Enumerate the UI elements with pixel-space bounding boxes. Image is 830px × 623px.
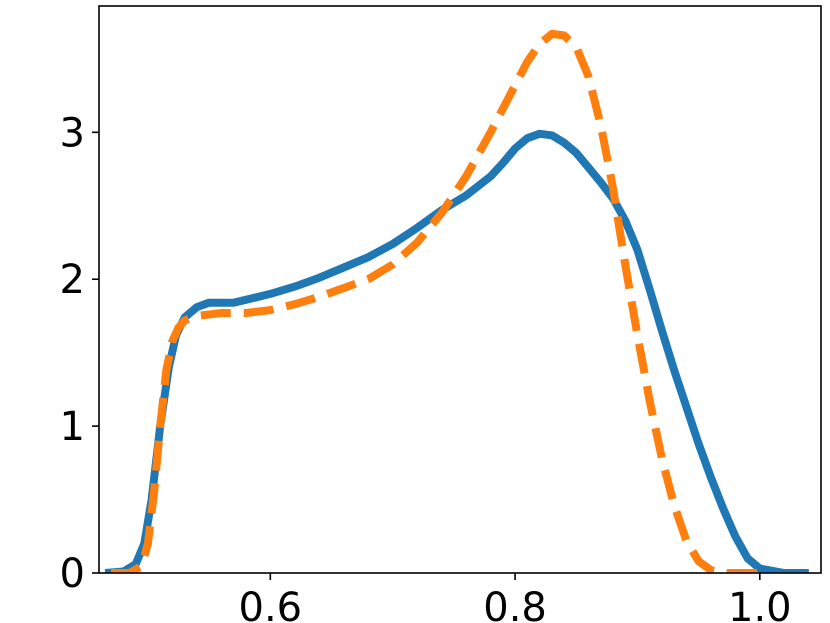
x-axis: 0.6 0.8 1.0 — [239, 573, 792, 623]
x-tick-label: 0.8 — [483, 585, 547, 623]
y-tick-label: 2 — [60, 257, 85, 303]
plot-area — [98, 5, 822, 574]
y-tick-label: 0 — [60, 551, 85, 597]
series-line-2 — [111, 29, 760, 573]
x-tick-label: 0.6 — [239, 585, 303, 623]
series-layer — [104, 29, 809, 573]
y-tick-label: 1 — [60, 404, 85, 450]
series-line-1 — [104, 129, 809, 573]
axes-frame — [98, 5, 822, 574]
x-tick-label: 1.0 — [728, 585, 792, 623]
y-axis: 0 1 2 3 — [60, 110, 99, 597]
y-tick-label: 3 — [60, 110, 85, 156]
